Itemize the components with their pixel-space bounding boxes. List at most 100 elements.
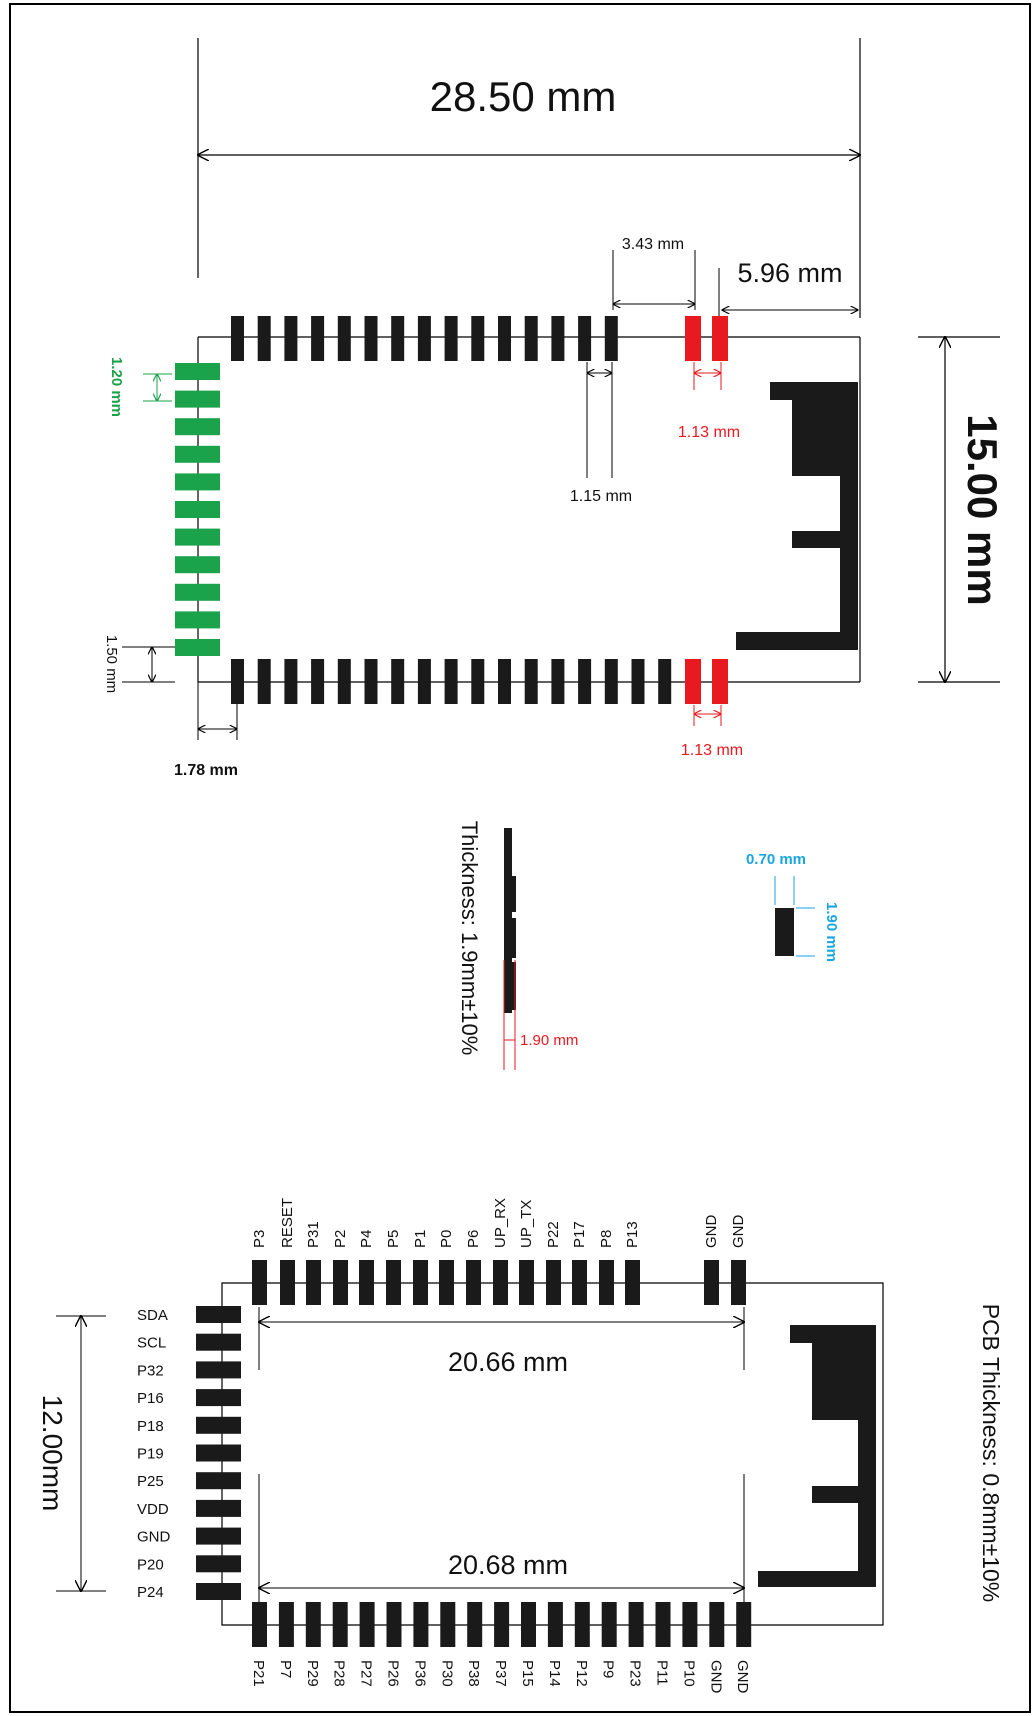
pin-label-left: P18 bbox=[137, 1418, 164, 1435]
top-view-left-pad bbox=[175, 583, 220, 601]
top-view-top-pad bbox=[578, 316, 592, 361]
pin-label-left: P19 bbox=[137, 1446, 164, 1463]
top-view-top-pad bbox=[311, 316, 325, 361]
pinout-bottom-pad bbox=[305, 1602, 321, 1647]
top-view-left-pad bbox=[175, 390, 220, 408]
pad-detail-pad bbox=[775, 908, 794, 956]
pin-label-bottom: GND bbox=[734, 1660, 751, 1694]
pin-label-left: VDD bbox=[137, 1501, 169, 1518]
pin-label-top: P4 bbox=[358, 1230, 375, 1248]
pinout-top-pad bbox=[572, 1260, 587, 1305]
pinout-top-pad bbox=[599, 1260, 614, 1305]
pin-label-bottom: P28 bbox=[331, 1660, 348, 1687]
pin-label-top: RESET bbox=[279, 1198, 296, 1248]
pin-label-top: P2 bbox=[332, 1230, 349, 1248]
pin-label-top: P3 bbox=[251, 1230, 268, 1248]
pin-label-bottom: P26 bbox=[385, 1660, 402, 1687]
top-view-left-pad bbox=[175, 556, 220, 574]
pin-label-bottom: P23 bbox=[627, 1660, 644, 1687]
pin-label-bottom: P36 bbox=[411, 1660, 428, 1687]
pinout-left-pad bbox=[196, 1361, 241, 1379]
pinout-bottom-pad bbox=[494, 1602, 510, 1647]
top-view-top-pad bbox=[604, 316, 618, 361]
pin-label-bottom: P11 bbox=[654, 1660, 671, 1686]
pinout-bottom-pad bbox=[252, 1602, 267, 1647]
pinout-height-label: 12.00mm bbox=[37, 1395, 68, 1512]
pin-label-bottom: P30 bbox=[438, 1660, 455, 1687]
pinout-left-pad bbox=[196, 1444, 241, 1462]
edge-label: 5.96 mm bbox=[737, 258, 842, 288]
pinout-top-pad bbox=[625, 1260, 640, 1305]
pin-label-left: P24 bbox=[137, 1584, 164, 1601]
pin-label-bottom: P9 bbox=[600, 1660, 617, 1678]
pinout-bottom-pad bbox=[628, 1602, 644, 1647]
pinout-top-pad bbox=[306, 1260, 321, 1305]
pad-layer bbox=[175, 316, 752, 1647]
pinout-top-pad bbox=[359, 1260, 374, 1305]
top-view-left-pad bbox=[175, 473, 220, 491]
pinout-top-pad bbox=[493, 1260, 508, 1305]
pin-label-bottom: P10 bbox=[680, 1660, 697, 1687]
pin-label-left: SDA bbox=[137, 1307, 168, 1324]
top-view-bottom-pad bbox=[578, 659, 592, 704]
top-view-left-pad bbox=[175, 528, 220, 546]
top-view-bottom-pad bbox=[658, 659, 672, 704]
pitch-label: 1.15 mm bbox=[570, 488, 632, 505]
pad-detail-width-label: 0.70 mm bbox=[746, 851, 806, 868]
pin-label-top: GND bbox=[730, 1215, 747, 1249]
top-view-left-pad bbox=[175, 418, 220, 436]
pinout-left-pad bbox=[196, 1555, 241, 1573]
top-view-top-pad bbox=[444, 316, 458, 361]
pin-label-bottom: P7 bbox=[277, 1660, 294, 1678]
top-view-bottom-pad bbox=[444, 659, 458, 704]
top-view-left-pad bbox=[175, 501, 220, 518]
top-view-bottom-pad bbox=[257, 659, 271, 704]
pin-label-left: SCL bbox=[137, 1335, 166, 1352]
side-pcb bbox=[504, 828, 512, 1013]
top-view-top-pad bbox=[498, 316, 511, 361]
top-view-red-pad bbox=[685, 316, 701, 361]
pin-label-bottom: P37 bbox=[492, 1660, 509, 1687]
top-view-top-pad bbox=[257, 316, 271, 361]
pin-label-left: P16 bbox=[137, 1390, 164, 1407]
pin-label-left: P32 bbox=[137, 1362, 164, 1379]
side-view: 1.90 mm Thickness: 1.9mm±10% bbox=[457, 821, 578, 1070]
top-view-bottom-pad bbox=[498, 659, 511, 704]
pinout-left-pad bbox=[196, 1499, 241, 1517]
top-view-left-pad bbox=[175, 639, 220, 656]
page-frame bbox=[9, 3, 1031, 1713]
pinout-left-pad bbox=[196, 1333, 241, 1351]
pin-label-top: P1 bbox=[412, 1230, 429, 1248]
pinout-top-pad bbox=[252, 1260, 267, 1305]
top-view-red-pad bbox=[712, 316, 728, 361]
pinout-left-pad bbox=[196, 1306, 241, 1323]
top-view-red-pad bbox=[685, 659, 701, 704]
pinout-bottom-pad bbox=[655, 1602, 671, 1647]
pinout-top-pad bbox=[386, 1260, 401, 1305]
top-view-bottom-pad bbox=[551, 659, 565, 704]
pin-label-layer: P3 RESET P31 P2 P4 P5 P1 P0 P6 UP_RX UP_TX P22 P17 P8… bbox=[137, 1198, 751, 1694]
pin-label-top: P8 bbox=[598, 1230, 615, 1248]
pin-label-left: GND bbox=[137, 1529, 171, 1546]
pinout-bottom-pad bbox=[601, 1602, 617, 1647]
pinout-top-pad bbox=[546, 1260, 561, 1305]
antenna-shape-top-view bbox=[736, 382, 858, 650]
pinout-view: 20.66 mm 20.68 mm 12.00mm PCB Thickness:… bbox=[37, 1282, 1004, 1626]
pinout-left-pad bbox=[196, 1416, 241, 1434]
side-thickness-label: Thickness: 1.9mm±10% bbox=[457, 821, 482, 1056]
pinout-bottom-pad bbox=[709, 1602, 725, 1647]
top-view-bottom-pad bbox=[231, 659, 244, 704]
side-component-3 bbox=[509, 962, 516, 1010]
top-view-red-pad bbox=[712, 659, 728, 704]
top-view-bottom-pad bbox=[364, 659, 378, 704]
green-label: 1.20 mm bbox=[108, 357, 125, 417]
pin-label-bottom: P15 bbox=[519, 1660, 536, 1687]
left-offset-label: 1.50 mm bbox=[103, 635, 120, 693]
pin-label-top: UP_RX bbox=[492, 1198, 509, 1248]
pin-label-top: P17 bbox=[571, 1221, 588, 1248]
pinout-bottom-pad bbox=[521, 1602, 536, 1647]
pinout-bottom-pad bbox=[413, 1602, 429, 1647]
pinout-top-pad bbox=[466, 1260, 481, 1305]
pin-label-top: P31 bbox=[305, 1221, 322, 1248]
